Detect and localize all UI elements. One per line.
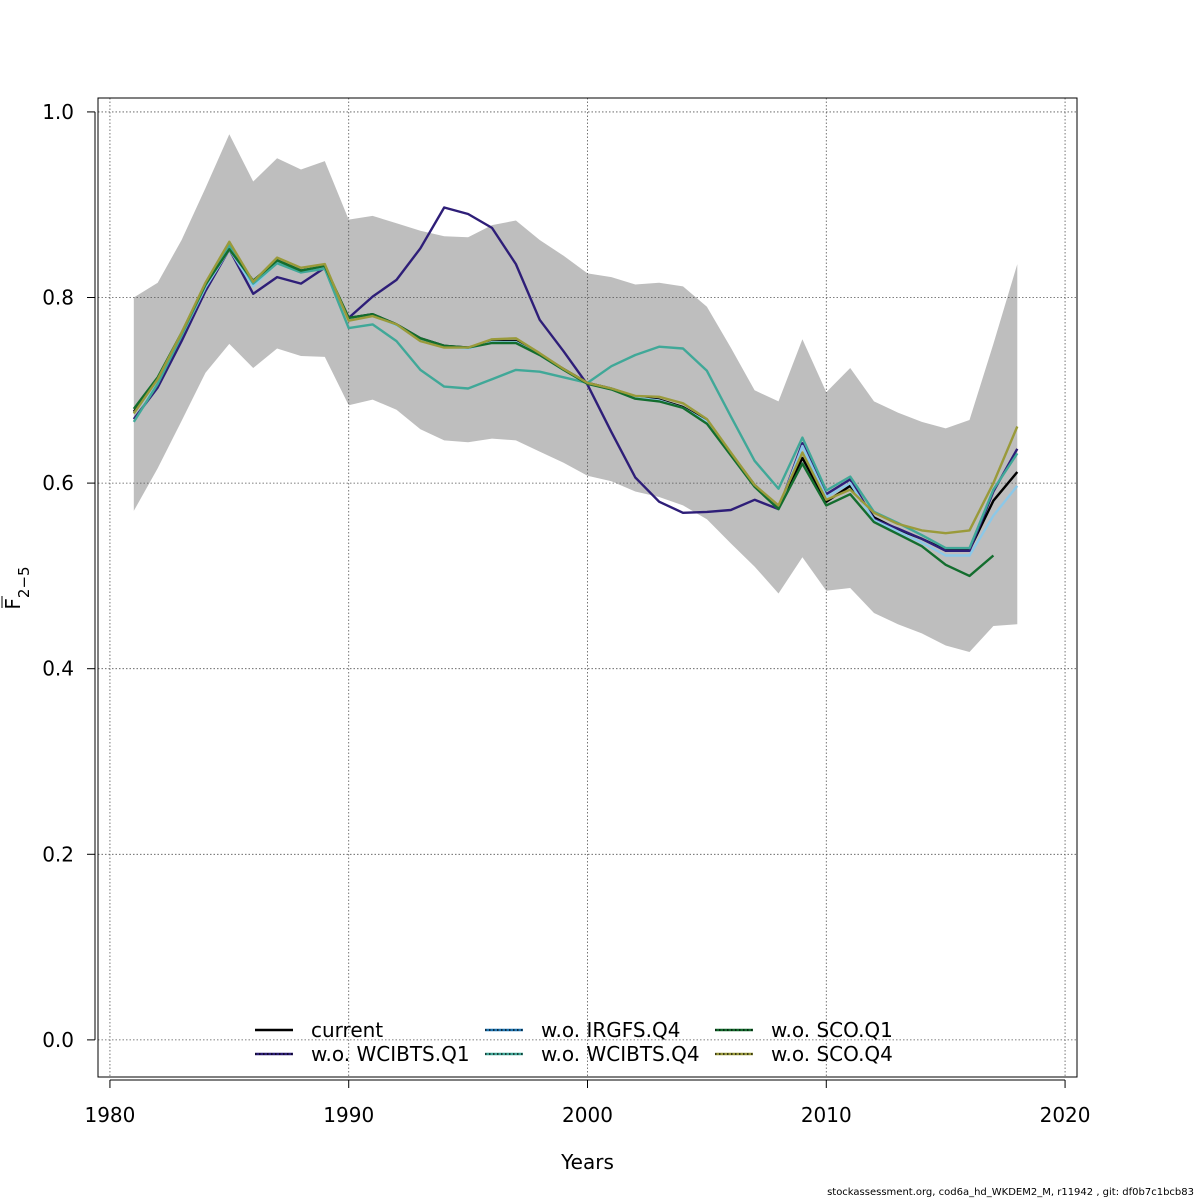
grid-layer: [98, 98, 1077, 1077]
legend-label-3: w.o. WCIBTS.Q4: [541, 1042, 700, 1066]
x-tick-label: 2010: [801, 1103, 852, 1127]
legend-label-2: w.o. IRGFS.Q4: [541, 1018, 680, 1042]
x-tick-label: 2000: [562, 1103, 613, 1127]
y-axis-label-subscript: 2−5: [15, 566, 33, 598]
y-tick-label: 1.0: [42, 100, 74, 124]
legend-label-0: current: [311, 1018, 383, 1042]
x-tick-label: 2020: [1040, 1103, 1091, 1127]
legend-label-4: w.o. SCO.Q1: [771, 1018, 893, 1042]
y-tick-label: 0.2: [42, 842, 74, 866]
y-tick-label: 0.6: [42, 471, 74, 495]
confidence-band-layer: [133, 134, 1018, 652]
y-tick-label: 0.8: [42, 286, 74, 310]
y-axis-label-base: F: [1, 598, 25, 610]
series-line-3: [132, 244, 1019, 550]
y-axis-label: F2−5: [1, 566, 33, 609]
legend-label-5: w.o. SCO.Q4: [771, 1042, 893, 1066]
footer-credit: stockassessment.org, cod6a_hd_WKDEM2_M, …: [827, 1187, 1194, 1198]
x-tick-label: 1990: [323, 1103, 374, 1127]
legend-label-1: w.o. WCIBTS.Q1: [311, 1042, 470, 1066]
x-tick-label: 1980: [84, 1103, 135, 1127]
axis-layer: 1980 1990 2000 2010 2020 0.0 0.2 0.4 0.6 0.8 1.0: [42, 100, 1090, 1127]
x-axis-label: Years: [560, 1150, 614, 1174]
y-tick-label: 0.0: [42, 1028, 74, 1052]
plot-frame: [97, 97, 1078, 1078]
series-line-5: [132, 240, 1019, 535]
confidence-band: [133, 134, 1018, 652]
series-layer: [132, 206, 1019, 578]
y-tick-label: 0.4: [42, 657, 74, 681]
